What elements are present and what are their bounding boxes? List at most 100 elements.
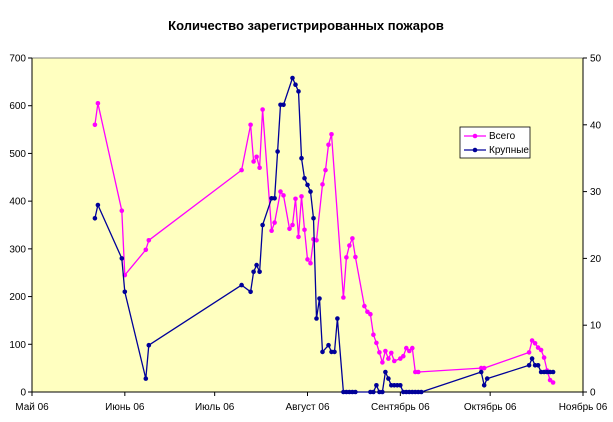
legend-marker-total — [472, 133, 478, 139]
data-point — [296, 89, 301, 94]
data-point — [335, 316, 340, 321]
data-point — [320, 182, 325, 187]
data-point — [401, 353, 406, 359]
data-point — [398, 383, 403, 388]
y-right-tick-label: 40 — [590, 120, 602, 131]
data-point — [92, 122, 98, 128]
series-1 — [92, 75, 556, 395]
data-point — [251, 269, 256, 275]
data-point — [293, 196, 298, 202]
data-point — [329, 132, 334, 137]
y-left-tick-label: 200 — [9, 292, 26, 303]
data-point — [362, 303, 367, 309]
data-point — [526, 350, 532, 355]
data-point — [251, 159, 256, 164]
data-point — [371, 389, 376, 395]
data-point — [550, 369, 556, 375]
chart-title: Количество зарегистрированных пожаров — [168, 18, 444, 33]
data-point — [122, 289, 128, 295]
data-point — [320, 349, 325, 355]
data-point — [146, 238, 152, 243]
data-point — [119, 256, 125, 261]
y-left-tick-label: 0 — [20, 388, 26, 399]
data-point — [272, 220, 277, 225]
data-point — [538, 347, 544, 353]
data-point — [308, 260, 313, 266]
data-point — [383, 348, 388, 354]
x-tick-label: Сентябрь 06 — [371, 401, 430, 413]
data-point — [380, 360, 385, 365]
y-left-tick-label: 700 — [9, 54, 26, 65]
data-point — [260, 222, 265, 228]
y-left-tick-label: 500 — [9, 149, 26, 160]
data-point — [323, 167, 328, 173]
data-point — [550, 380, 556, 385]
data-point — [302, 227, 307, 233]
legend: Всего Крупные — [459, 126, 531, 159]
data-point — [404, 345, 409, 351]
x-tick-label: Ноябрь 06 — [559, 401, 608, 413]
data-point — [95, 101, 101, 106]
data-point — [484, 376, 490, 381]
data-point — [143, 376, 149, 381]
data-point — [389, 350, 394, 356]
data-point — [535, 363, 541, 368]
data-point — [541, 355, 547, 360]
data-point — [290, 222, 295, 228]
y-right-tick-label: 0 — [590, 388, 596, 399]
data-point — [260, 107, 265, 112]
legend-label-large: Крупные — [489, 145, 529, 156]
data-point — [374, 340, 379, 346]
data-point — [353, 389, 358, 395]
data-point — [529, 338, 535, 343]
data-point — [350, 236, 355, 241]
x-tick-label: Май 06 — [15, 402, 49, 413]
data-point — [314, 238, 319, 243]
data-point — [92, 216, 98, 221]
data-point — [308, 189, 313, 194]
data-point — [526, 363, 532, 368]
data-point — [377, 350, 382, 355]
data-point — [347, 243, 352, 248]
data-point — [407, 348, 412, 354]
data-point — [353, 254, 358, 260]
y-left-tick-label: 600 — [9, 101, 26, 112]
data-point — [299, 194, 304, 199]
data-point — [257, 269, 262, 275]
data-point — [341, 295, 346, 300]
x-tick-label: Июль 06 — [195, 402, 235, 413]
data-point — [269, 228, 274, 233]
data-point — [257, 165, 262, 170]
y-right-tick-label: 20 — [590, 254, 602, 265]
data-point — [374, 383, 379, 388]
data-point — [416, 369, 421, 375]
data-point — [481, 365, 487, 371]
data-point — [287, 226, 292, 232]
data-point — [290, 75, 295, 81]
data-point — [281, 102, 286, 108]
data-point — [371, 332, 376, 338]
data-point — [368, 311, 373, 317]
data-point — [344, 255, 349, 260]
x-tick-label: Август 06 — [286, 402, 330, 413]
data-point — [254, 262, 259, 268]
legend-marker-large — [472, 147, 478, 153]
data-point — [386, 376, 391, 381]
data-point — [332, 349, 337, 355]
data-point — [392, 358, 397, 364]
data-point — [478, 369, 484, 375]
series-layer — [92, 75, 556, 395]
y-right-tick-label: 30 — [590, 187, 602, 198]
legend-box — [459, 126, 531, 159]
data-point — [239, 167, 244, 173]
data-point — [314, 316, 319, 321]
legend-label-total: Всего — [489, 131, 516, 142]
y-left-tick-label: 400 — [9, 197, 26, 208]
data-point — [302, 175, 307, 181]
plot-area — [31, 57, 584, 393]
y-right-tick-label: 10 — [590, 321, 602, 332]
data-point — [293, 82, 298, 87]
y-left-tick-label: 300 — [9, 244, 26, 255]
